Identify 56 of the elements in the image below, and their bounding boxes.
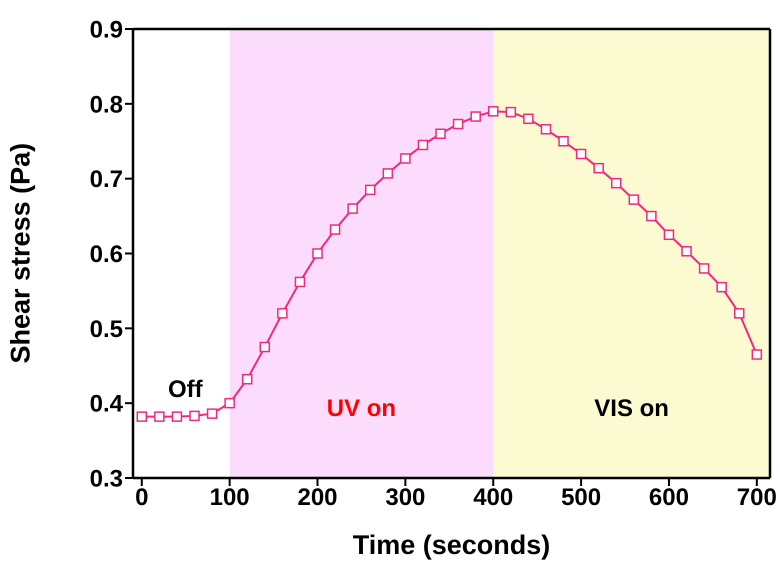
point bbox=[734, 308, 744, 319]
point bbox=[610, 178, 622, 188]
point bbox=[558, 136, 569, 146]
point bbox=[488, 106, 498, 117]
point bbox=[576, 148, 586, 160]
point bbox=[435, 128, 446, 140]
point bbox=[347, 203, 358, 214]
y-tick-label: 0.5 bbox=[90, 316, 123, 343]
x-tick-label: 100 bbox=[210, 484, 250, 512]
point bbox=[189, 410, 200, 422]
point bbox=[260, 342, 270, 352]
point bbox=[664, 230, 674, 240]
point bbox=[681, 246, 692, 257]
point bbox=[418, 140, 428, 150]
point bbox=[312, 248, 323, 259]
annotation: Off bbox=[168, 376, 203, 404]
x-tick-label: 200 bbox=[297, 484, 338, 512]
x-tick-label: 500 bbox=[561, 484, 602, 512]
point bbox=[330, 224, 340, 235]
point bbox=[506, 106, 516, 118]
point bbox=[452, 118, 464, 130]
y-tick-label: 0.8 bbox=[90, 91, 123, 118]
point bbox=[224, 398, 235, 408]
y-tick-label: 0.9 bbox=[90, 16, 123, 44]
point bbox=[172, 411, 182, 422]
point bbox=[470, 111, 481, 122]
y-tick-label: 0.7 bbox=[90, 166, 123, 194]
point bbox=[646, 210, 657, 222]
point bbox=[294, 276, 306, 288]
point bbox=[277, 308, 288, 319]
point bbox=[716, 282, 727, 292]
x-tick-label: 600 bbox=[648, 484, 689, 512]
point bbox=[593, 162, 604, 174]
x-tick-label: 700 bbox=[736, 484, 777, 512]
point bbox=[382, 168, 394, 179]
x-tick-label: 400 bbox=[473, 484, 514, 512]
point bbox=[154, 411, 165, 422]
x-tick-label: 300 bbox=[385, 484, 426, 512]
point bbox=[540, 124, 552, 135]
point bbox=[400, 153, 411, 164]
y-tick-label: 0.4 bbox=[90, 390, 124, 418]
point bbox=[364, 184, 376, 196]
point bbox=[752, 349, 762, 360]
point bbox=[136, 411, 148, 422]
y-tick-label: 0.3 bbox=[90, 466, 123, 493]
band-label: VIS on bbox=[594, 395, 669, 422]
point bbox=[242, 374, 252, 384]
x-axis-title: Time (seconds) bbox=[352, 530, 550, 560]
point bbox=[523, 114, 534, 124]
point bbox=[628, 194, 640, 205]
band-label: UV on bbox=[326, 395, 396, 422]
y-tick-label: 0.6 bbox=[90, 241, 123, 268]
y-axis-title: Shear stress (Pa) bbox=[6, 142, 36, 364]
x-tick-label: 0 bbox=[135, 484, 148, 512]
point bbox=[206, 408, 218, 419]
point bbox=[698, 263, 710, 274]
